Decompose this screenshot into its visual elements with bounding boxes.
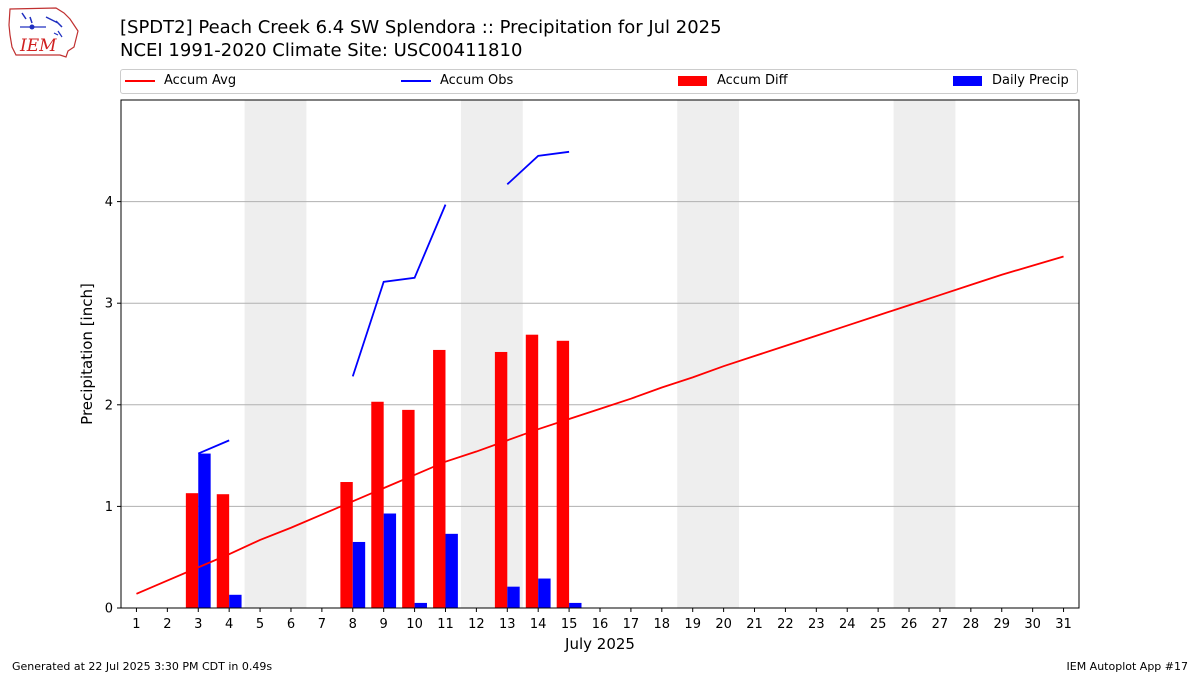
x-tick-label: 4 — [225, 617, 233, 632]
chart-title: [SPDT2] Peach Creek 6.4 SW Splendora :: … — [120, 17, 722, 38]
x-tick-label: 30 — [1024, 617, 1041, 632]
bar-daily-precip — [538, 578, 551, 608]
line-accum-obs — [351, 204, 447, 377]
line-accum-avg — [136, 255, 1064, 595]
y-tick-label: 1 — [105, 500, 113, 515]
x-tick-label: 16 — [592, 617, 609, 632]
x-tick-label: 13 — [499, 617, 516, 632]
legend-swatch — [125, 79, 155, 82]
bar-accum-diff — [371, 401, 384, 608]
legend-label: Daily Precip — [992, 73, 1069, 88]
weekend-band — [677, 100, 740, 608]
x-tick-label: 2 — [163, 617, 171, 632]
footer-app: IEM Autoplot App #17 — [1066, 660, 1189, 673]
legend: Accum Avg Accum Obs Accum Diff Daily Pre… — [120, 69, 1078, 94]
bar-daily-precip — [445, 533, 458, 608]
legend-label: Accum Avg — [164, 73, 237, 88]
bar-daily-precip — [414, 602, 427, 608]
bar-accum-diff — [525, 334, 539, 608]
x-tick-label: 1 — [132, 617, 140, 632]
x-tick-label: 15 — [561, 617, 578, 632]
x-tick-label: 31 — [1055, 617, 1072, 632]
x-tick-label: 11 — [437, 617, 454, 632]
x-tick-label: 3 — [194, 617, 202, 632]
x-tick-label: 26 — [901, 617, 918, 632]
chart-subtitle: NCEI 1991-2020 Climate Site: USC00411810 — [120, 40, 523, 61]
legend-swatch — [401, 79, 431, 82]
legend-label: Accum Diff — [717, 73, 788, 88]
y-tick-label: 2 — [105, 398, 113, 413]
weekend-band — [244, 100, 307, 608]
weekend-band — [893, 100, 956, 608]
x-tick-label: 29 — [993, 617, 1010, 632]
line-accum-obs — [197, 439, 230, 455]
bar-daily-precip — [352, 541, 366, 608]
x-tick-label: 19 — [684, 617, 701, 632]
logo-text: IEM — [19, 36, 57, 56]
footer-generated: Generated at 22 Jul 2025 3:30 PM CDT in … — [12, 660, 273, 673]
x-axis-label: July 2025 — [564, 635, 635, 653]
legend-item-daily-precip: Daily Precip — [953, 73, 1069, 88]
x-tick-label: 12 — [468, 617, 485, 632]
bar-accum-diff — [494, 351, 508, 608]
bar-daily-precip — [569, 602, 582, 608]
x-tick-label: 18 — [654, 617, 671, 632]
x-tick-label: 27 — [932, 617, 949, 632]
bar-accum-diff — [216, 494, 230, 608]
bar-daily-precip — [383, 513, 397, 608]
x-tick-label: 21 — [746, 617, 763, 632]
y-axis-label: Precipitation [inch] — [78, 283, 96, 425]
line-accum-obs — [506, 150, 570, 185]
legend-swatch — [678, 75, 707, 86]
bar-daily-precip — [507, 586, 520, 608]
legend-swatch — [953, 75, 982, 86]
bar-accum-diff — [185, 493, 199, 608]
legend-label: Accum Obs — [440, 73, 514, 88]
legend-item-accum-obs: Accum Obs — [401, 73, 513, 88]
x-tick-label: 17 — [623, 617, 640, 632]
x-tick-label: 25 — [870, 617, 887, 632]
x-tick-label: 23 — [808, 617, 825, 632]
y-tick-label: 0 — [105, 602, 113, 617]
legend-item-accum-diff: Accum Diff — [678, 73, 788, 88]
x-tick-label: 24 — [839, 617, 856, 632]
iem-logo: IEM — [8, 7, 79, 58]
bar-accum-diff — [556, 340, 570, 608]
x-tick-label: 14 — [530, 617, 547, 632]
y-tick-label: 3 — [105, 297, 113, 312]
bar-daily-precip — [229, 594, 242, 608]
bar-accum-diff — [402, 409, 415, 608]
x-tick-label: 7 — [318, 617, 326, 632]
x-tick-label: 5 — [256, 617, 264, 632]
x-tick-label: 6 — [287, 617, 295, 632]
bar-accum-diff — [340, 482, 353, 608]
bar-accum-diff — [433, 349, 446, 608]
legend-item-accum-avg: Accum Avg — [125, 73, 236, 88]
x-tick-label: 10 — [406, 617, 423, 632]
y-tick-label: 4 — [105, 195, 113, 210]
bar-daily-precip — [198, 453, 211, 608]
x-tick-label: 9 — [380, 617, 388, 632]
x-tick-label: 8 — [349, 617, 357, 632]
x-tick-label: 22 — [777, 617, 794, 632]
x-tick-label: 20 — [715, 617, 732, 632]
weekend-band — [460, 100, 523, 608]
x-tick-label: 28 — [963, 617, 980, 632]
